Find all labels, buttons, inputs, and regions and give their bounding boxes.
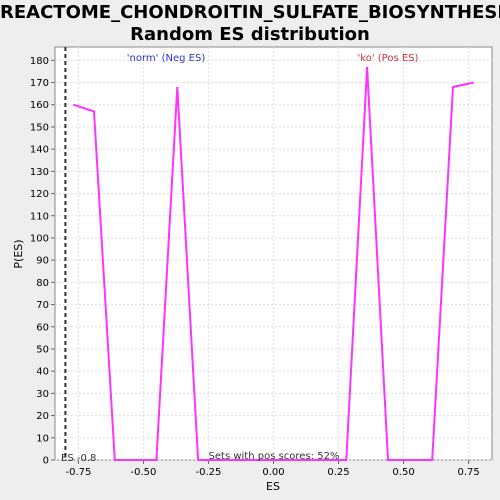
y-tick-label: 10 [36,433,49,444]
x-tick-label: 0.50 [392,467,414,478]
y-tick-label: 30 [36,389,49,400]
chart-title: REACTOME_CHONDROITIN_SULFATE_BIOSYNTHESI… [0,2,500,46]
y-tick-label: 90 [36,256,49,267]
x-tick-label: 0.75 [457,467,479,478]
y-tick-label: 150 [30,122,49,133]
y-tick-label: 180 [30,56,49,67]
chart-title-line-1: REACTOME_CHONDROITIN_SULFATE_BIOSYNTHESI… [0,2,500,23]
y-tick-label: 160 [30,100,49,111]
series-group [72,66,475,461]
chart-title-line-2: Random ES distribution [130,24,370,45]
x-tick-label: -0.75 [65,467,91,478]
sets-pos-scores-annotation: Sets with pos scores: 52% [209,451,340,462]
y-axis-label: P(ES) [12,239,25,268]
random-es-series-line [72,66,475,461]
x-tick-label: -0.50 [131,467,157,478]
neg-es-annotation: 'norm' (Neg ES) [127,53,206,64]
y-tick-label: 0 [43,456,49,467]
y-tick-label: 40 [36,367,49,378]
y-tick-label: 20 [36,411,49,422]
y-tick-label: 100 [30,233,49,244]
y-tick-label: 80 [36,278,49,289]
y-tick-label: 110 [30,211,49,222]
y-tick-label: 70 [36,300,49,311]
y-tick-label: 120 [30,189,49,200]
y-tick-label: 60 [36,322,49,333]
y-tick-label: 130 [30,167,49,178]
y-tick-label: 50 [36,344,49,355]
x-tick-label: -0.25 [196,467,222,478]
y-tick-label: 170 [30,78,49,89]
pos-es-annotation: 'ko' (Pos ES) [358,53,419,64]
y-axis-ticks: 0 10 20 30 40 50 60 70 80 90 100 110 120 130 140 150 160… [30,56,55,467]
es-marker-label: ES -0.8 [61,453,96,464]
grid [55,47,492,461]
x-tick-label: 0.00 [262,467,284,478]
x-axis-label: ES [266,480,280,493]
x-tick-label: 0.25 [327,467,349,478]
y-tick-label: 140 [30,145,49,156]
x-axis-ticks: -0.75 -0.50 -0.25 0.00 0.25 0.50 0.75 [65,460,480,478]
